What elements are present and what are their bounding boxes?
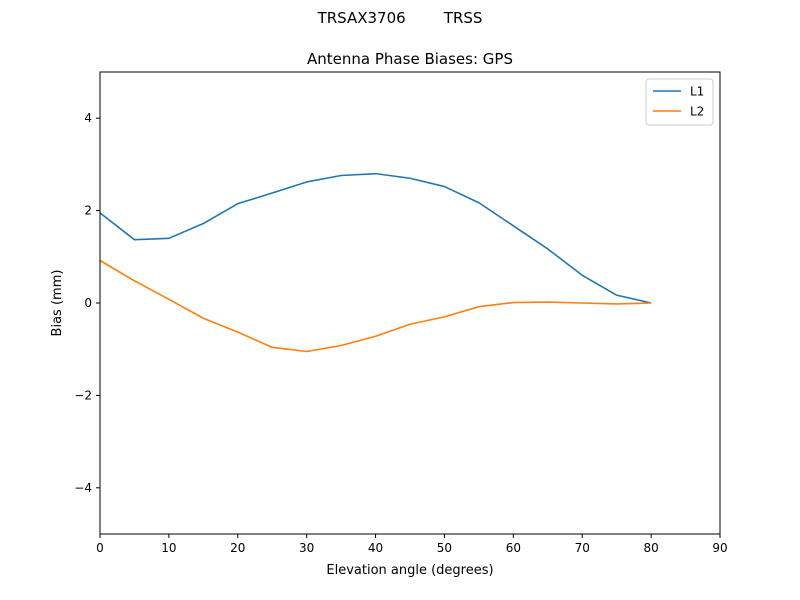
legend-label-l1: L1 xyxy=(690,85,704,99)
y-tick-label: −4 xyxy=(74,481,92,495)
y-tick-label: 0 xyxy=(84,296,92,310)
y-tick-label: −2 xyxy=(74,388,92,402)
x-tick-label: 90 xyxy=(712,541,727,555)
series-layer xyxy=(99,172,652,353)
chart-title: Antenna Phase Biases: GPS xyxy=(307,50,513,68)
y-tick-label: 2 xyxy=(84,204,92,218)
x-tick-label: 30 xyxy=(299,541,314,555)
x-tick-label: 50 xyxy=(437,541,452,555)
x-tick-label: 70 xyxy=(575,541,590,555)
series-line-l1 xyxy=(99,172,652,304)
x-tick-label: 20 xyxy=(230,541,245,555)
x-axis: 0 10 20 30 40 50 60 70 80 90 xyxy=(96,534,728,555)
x-tick-label: 0 xyxy=(96,541,104,555)
figure-suptitle: TRSAX3706 TRSS xyxy=(317,9,483,27)
x-tick-label: 10 xyxy=(161,541,176,555)
x-axis-label: Elevation angle (degrees) xyxy=(326,563,493,578)
y-axis: −4 −2 0 2 4 xyxy=(74,111,100,495)
x-tick-label: 60 xyxy=(506,541,521,555)
x-tick-label: 80 xyxy=(643,541,658,555)
series-line-l2 xyxy=(99,259,652,353)
x-tick-label: 40 xyxy=(368,541,383,555)
legend-label-l2: L2 xyxy=(690,105,704,119)
y-tick-label: 4 xyxy=(84,111,92,125)
y-axis-label: Bias (mm) xyxy=(50,270,65,337)
